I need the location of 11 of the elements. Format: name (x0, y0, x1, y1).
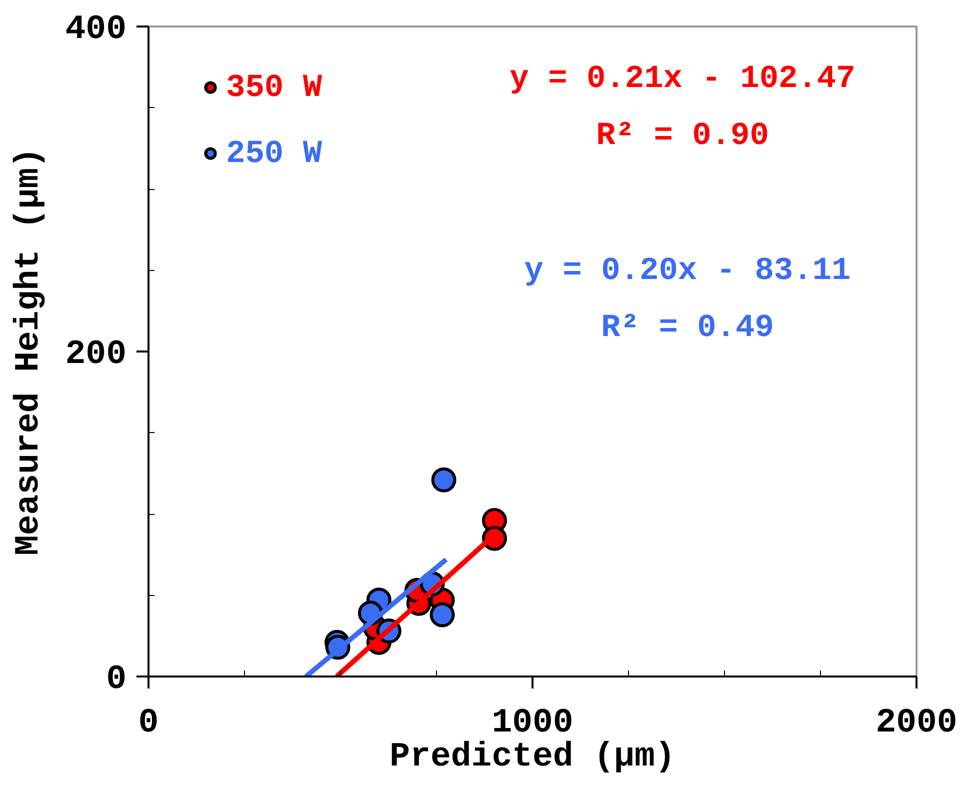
x-axis-title: Predicted (µm) (390, 738, 676, 776)
legend-label: 350 W (226, 68, 322, 107)
legend-label: 250 W (226, 134, 322, 173)
annotation: y = 0.20x - 83.11 R² = 0.49 (524, 252, 851, 346)
y-axis-title: Measured Height (µm) (10, 147, 48, 556)
y-tick-label: 400 (65, 11, 127, 49)
annotation: y = 0.21x - 102.47 R² = 0.90 (510, 60, 856, 154)
y-tick-label: 200 (65, 336, 127, 374)
x-tick-label: 0 (138, 704, 159, 742)
x-tick-label: 2000 (876, 704, 958, 742)
y-tick-label: 0 (106, 661, 127, 699)
